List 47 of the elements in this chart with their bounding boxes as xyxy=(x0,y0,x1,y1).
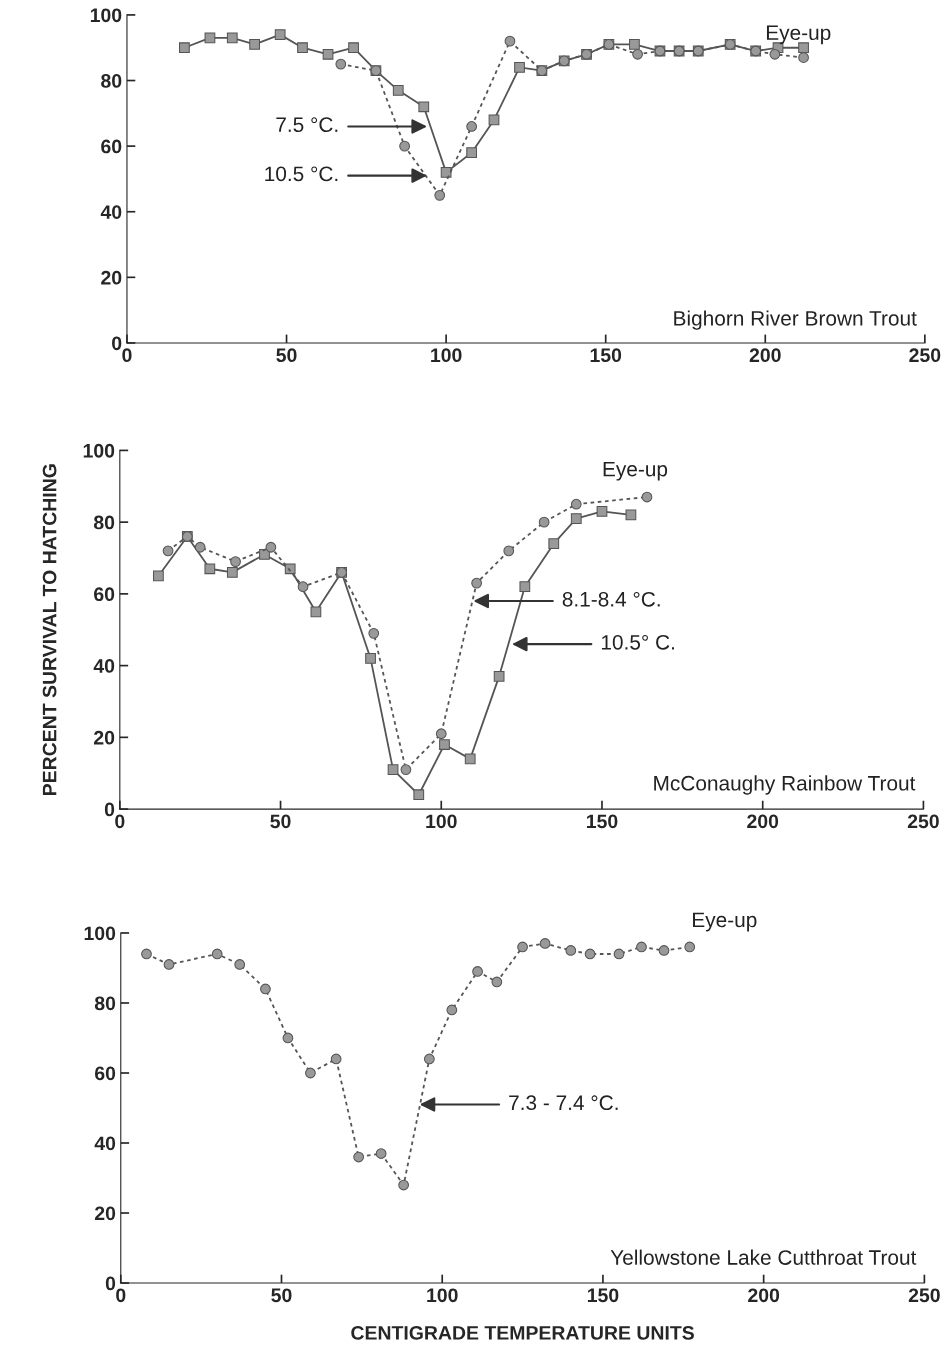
y-tick-label: 0 xyxy=(104,802,115,817)
x-tick-label: 50 xyxy=(270,814,291,829)
y-tick-label: 80 xyxy=(94,996,116,1011)
y-tick-label: 60 xyxy=(94,587,115,602)
y-tick-label: 60 xyxy=(95,1066,116,1081)
y-tick-label: 60 xyxy=(101,139,122,154)
annotation: 10.5° C. xyxy=(601,634,674,650)
x-tick-label: 200 xyxy=(748,1288,780,1303)
y-tick-label: 80 xyxy=(93,515,115,530)
x-tick-label: 50 xyxy=(271,1288,292,1303)
y-tick-label: 20 xyxy=(101,270,122,285)
x-tick-label: 100 xyxy=(426,814,457,829)
x-tick-label: 150 xyxy=(590,348,622,363)
annotation: 10.5 °C. xyxy=(265,166,338,182)
y-axis-title: PERCENT SURVIVAL TO HATCHING xyxy=(42,464,57,796)
annotation: 7.5 °C. xyxy=(276,117,338,133)
x-tick-label: 200 xyxy=(747,814,779,829)
x-tick-label: 200 xyxy=(749,348,781,363)
annotation: Eye-up xyxy=(603,461,668,481)
x-tick-label: 250 xyxy=(907,814,939,829)
x-tick-label: 150 xyxy=(587,1288,619,1303)
text: Eye-up xyxy=(693,912,757,932)
annotation: Yellowstone Lake Cutthroat Trout xyxy=(610,1249,917,1265)
annotation: McConaughy Rainbow Trout xyxy=(654,775,916,795)
y-tick-label: 0 xyxy=(105,1276,116,1291)
annotation: 7.3 - 7.4 °C. xyxy=(509,1095,618,1111)
x-tick-label: 150 xyxy=(586,814,618,829)
x-tick-label: 100 xyxy=(431,348,462,363)
y-tick-label: 80 xyxy=(101,73,122,88)
y-tick-label: 20 xyxy=(94,730,115,745)
y-tick-label: 100 xyxy=(90,8,122,23)
y-tick-label: 20 xyxy=(94,1206,116,1221)
annotation: Bighorn River Brown Trout xyxy=(674,310,917,330)
x-tick-label: 50 xyxy=(276,348,297,363)
y-tick-label: 100 xyxy=(84,926,116,941)
x-axis-title: CENTIGRADE TEMPERATURE UNITS xyxy=(351,1325,694,1340)
y-tick-label: 40 xyxy=(100,205,122,219)
annotation: Eye-up xyxy=(766,25,831,45)
y-tick-label: 40 xyxy=(93,659,115,673)
x-tick-label: 0 xyxy=(122,348,132,363)
y-tick-label: 100 xyxy=(83,443,115,458)
x-tick-label: 250 xyxy=(909,348,941,363)
y-tick-label: 0 xyxy=(112,336,122,351)
annotation: 8.1-8.4 °C. xyxy=(562,591,660,607)
x-tick-label: 100 xyxy=(427,1288,458,1303)
y-tick-label: 40 xyxy=(94,1136,116,1151)
x-tick-label: 250 xyxy=(908,1288,940,1303)
